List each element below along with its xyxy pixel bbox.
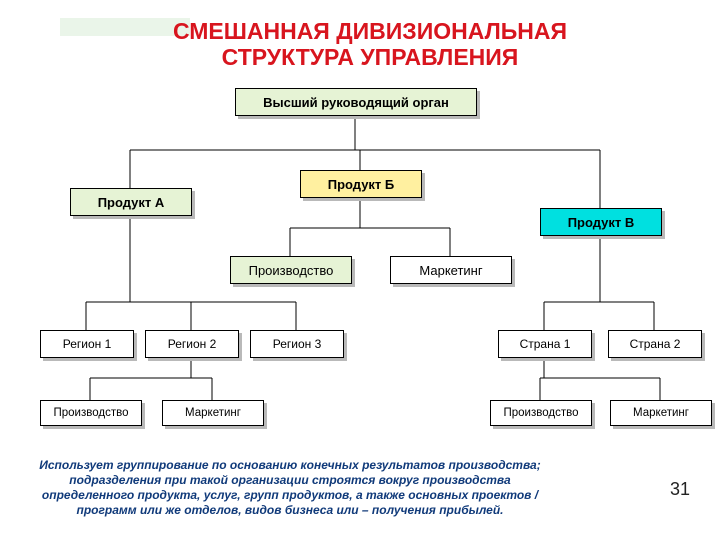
node-product-b-label: Продукт Б <box>328 177 395 192</box>
page-number: 31 <box>670 479 690 500</box>
footer-description: Использует группирование по основанию ко… <box>30 458 550 518</box>
node-country-production: Производство <box>490 400 592 426</box>
node-product-b: Продукт Б <box>300 170 422 198</box>
node-region-2: Регион 2 <box>145 330 239 358</box>
node-country-2-label: Страна 2 <box>630 337 681 351</box>
title-line1: СМЕШАННАЯ ДИВИЗИОНАЛЬНАЯ <box>173 18 567 44</box>
node-region-1: Регион 1 <box>40 330 134 358</box>
node-b-marketing-label: Маркетинг <box>419 263 482 278</box>
node-b-production-label: Производство <box>249 263 334 278</box>
node-product-a: Продукт А <box>70 188 192 216</box>
node-region-3-label: Регион 3 <box>273 337 322 351</box>
node-region-production: Производство <box>40 400 142 426</box>
slide-title: СМЕШАННАЯ ДИВИЗИОНАЛЬНАЯ СТРУКТУРА УПРАВ… <box>60 18 680 71</box>
node-region-1-label: Регион 1 <box>63 337 112 351</box>
node-region-production-label: Производство <box>54 407 129 419</box>
node-country-production-label: Производство <box>504 407 579 419</box>
node-product-v: Продукт В <box>540 208 662 236</box>
node-country-1-label: Страна 1 <box>520 337 571 351</box>
node-region-2-label: Регион 2 <box>168 337 217 351</box>
node-region-marketing-label: Маркетинг <box>185 407 241 419</box>
node-country-2: Страна 2 <box>608 330 702 358</box>
node-b-marketing: Маркетинг <box>390 256 512 284</box>
title-text: СМЕШАННАЯ ДИВИЗИОНАЛЬНАЯ СТРУКТУРА УПРАВ… <box>60 18 680 71</box>
node-country-marketing: Маркетинг <box>610 400 712 426</box>
node-region-marketing: Маркетинг <box>162 400 264 426</box>
node-region-3: Регион 3 <box>250 330 344 358</box>
node-top: Высший руководящий орган <box>235 88 477 116</box>
node-country-marketing-label: Маркетинг <box>633 407 689 419</box>
node-top-label: Высший руководящий орган <box>263 95 449 110</box>
title-line2: СТРУКТУРА УПРАВЛЕНИЯ <box>222 44 519 70</box>
node-b-production: Производство <box>230 256 352 284</box>
node-country-1: Страна 1 <box>498 330 592 358</box>
node-product-a-label: Продукт А <box>98 195 165 210</box>
node-product-v-label: Продукт В <box>568 215 635 230</box>
